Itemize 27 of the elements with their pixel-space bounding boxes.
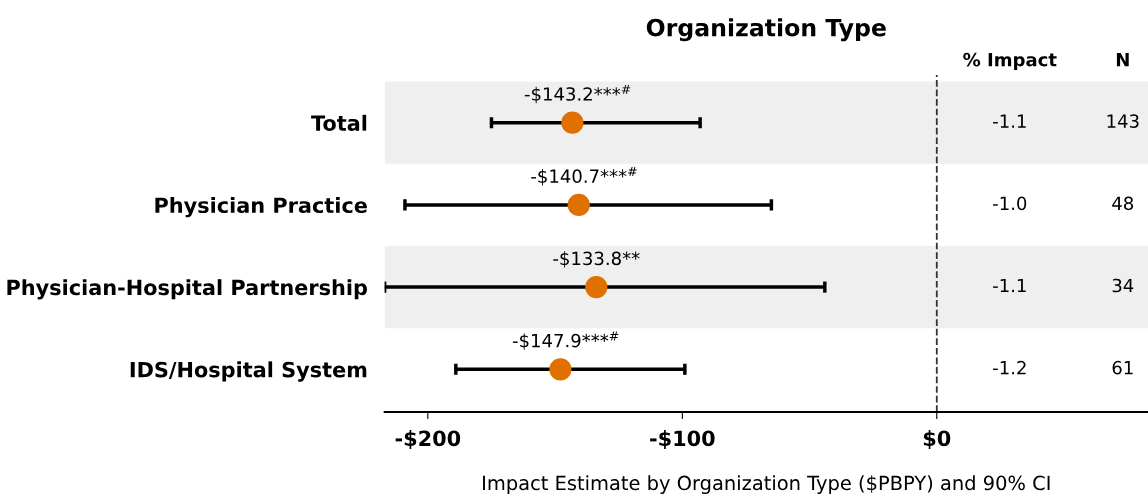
annotation: 61: [1112, 360, 1133, 375]
annotation: -1.0: [993, 196, 1027, 211]
data-label: -$147.9***#: [512, 331, 619, 350]
data-label: -$140.7***#: [531, 167, 637, 186]
x-tick-label: -$100: [650, 430, 715, 449]
annotation: 34: [1112, 278, 1134, 293]
y-tick-label: Physician Practice: [155, 196, 367, 218]
y-tick-label: Physician-Hospital Partnership: [7, 279, 367, 300]
chart-title: Organization Type: [646, 18, 886, 42]
annotation: -1.1: [993, 114, 1026, 128]
annotation: 143: [1107, 114, 1139, 128]
y-tick-label: IDS/Hospital System: [130, 361, 367, 382]
x-tick-label: -$200: [395, 430, 461, 449]
point: [585, 275, 608, 299]
y-tick-label: Total: [311, 114, 367, 131]
text: % Impact: [963, 52, 1057, 70]
annotation: -1.1: [993, 278, 1026, 293]
point: [567, 193, 590, 217]
data-label: -$133.8**: [553, 251, 640, 268]
point: [549, 358, 572, 381]
x-axis-title: Impact Estimate by Organization Type ($PBPY) and 90% CI: [483, 475, 1050, 495]
annotation: -1.2: [993, 360, 1026, 375]
point: [561, 111, 584, 134]
data-label: -$143.2***#: [524, 84, 631, 104]
text: N: [1116, 53, 1129, 67]
annotation: 48: [1112, 196, 1134, 211]
x-tick-label: $0: [923, 430, 951, 449]
